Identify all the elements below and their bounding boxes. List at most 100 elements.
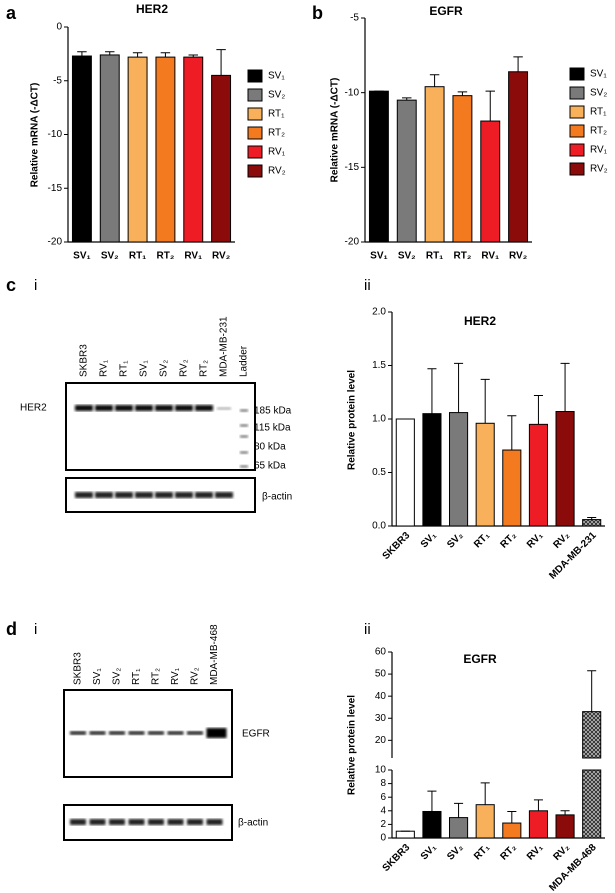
legend-swatch bbox=[569, 162, 585, 176]
blot-target: EGFR bbox=[242, 729, 270, 740]
error-bar bbox=[105, 51, 115, 55]
bar bbox=[449, 817, 469, 839]
y-tick-label: -15 bbox=[48, 183, 63, 194]
bar bbox=[71, 55, 92, 243]
x-tick-label: RT₁ bbox=[472, 842, 492, 862]
blot-frame bbox=[65, 382, 256, 471]
x-tick-label: RV₂ bbox=[509, 251, 527, 262]
x-tick-label: RV₂ bbox=[551, 842, 572, 863]
band bbox=[215, 492, 233, 498]
y-tick-label: 6 bbox=[380, 792, 386, 803]
lane-label: SV₁ bbox=[139, 360, 150, 377]
lane-label: Ladder bbox=[239, 345, 250, 377]
error-bar bbox=[587, 516, 597, 520]
error-bar bbox=[427, 790, 437, 812]
x-tick-label: MDA-MB-231 bbox=[547, 530, 599, 582]
bar bbox=[475, 804, 495, 839]
bar bbox=[502, 449, 522, 527]
legend-swatch bbox=[247, 145, 263, 159]
error-bar bbox=[533, 394, 543, 425]
x-tick-label: RV₂ bbox=[212, 251, 230, 262]
panel-sublabel: ii bbox=[364, 621, 371, 638]
band bbox=[148, 731, 164, 735]
y-tick-label: -15 bbox=[345, 162, 360, 173]
lane-label: SKBR3 bbox=[79, 344, 90, 377]
band bbox=[155, 405, 173, 411]
error-bar bbox=[427, 368, 437, 414]
band bbox=[167, 731, 184, 735]
x-tick-label: RV₂ bbox=[551, 530, 572, 551]
bar bbox=[582, 769, 602, 839]
legend-label: RV₁ bbox=[590, 145, 608, 156]
marker-label: 65 kDa bbox=[254, 461, 286, 472]
marker-label: 115 kDa bbox=[254, 423, 291, 434]
bar bbox=[127, 56, 148, 243]
chart-title: EGFR bbox=[429, 4, 463, 18]
error-bar bbox=[560, 810, 570, 815]
error-bar bbox=[480, 782, 490, 805]
x-tick-label: RT₂ bbox=[498, 530, 518, 550]
error-bar bbox=[160, 52, 171, 58]
legend-label: SV₁ bbox=[590, 69, 607, 80]
legend-label: RV₂ bbox=[268, 166, 286, 177]
y-axis-label: Relative protein level bbox=[347, 695, 358, 795]
legend-swatch bbox=[247, 69, 263, 83]
band bbox=[95, 405, 113, 411]
bar bbox=[424, 86, 445, 243]
x-tick-label: RT₁ bbox=[129, 251, 146, 262]
lane-label: SKBR3 bbox=[73, 652, 84, 685]
lane-label: RT₂ bbox=[151, 668, 162, 685]
error-bar bbox=[454, 362, 464, 413]
band bbox=[75, 405, 93, 411]
band bbox=[70, 819, 86, 825]
y-tick-label: -10 bbox=[345, 87, 360, 98]
band bbox=[128, 819, 145, 825]
bar bbox=[99, 54, 120, 243]
legend-label: RT₂ bbox=[590, 126, 607, 137]
bar bbox=[396, 99, 417, 243]
band bbox=[195, 492, 213, 498]
lane-label: RT₁ bbox=[131, 668, 142, 685]
y-tick-label: -20 bbox=[48, 237, 63, 248]
panel-sublabel: i bbox=[34, 277, 37, 294]
error-bar bbox=[429, 74, 440, 87]
x-tick-label: RT₂ bbox=[157, 251, 175, 262]
legend-label: SV₂ bbox=[590, 88, 607, 99]
legend-swatch bbox=[569, 105, 585, 119]
band bbox=[95, 492, 113, 498]
error-bar bbox=[457, 91, 468, 96]
x-tick-label: MDA-MB-468 bbox=[547, 842, 599, 893]
chart-title: EGFR bbox=[463, 652, 497, 666]
error-bar bbox=[77, 51, 87, 57]
legend-swatch bbox=[569, 67, 585, 81]
y-tick-label: 10 bbox=[375, 765, 387, 776]
band bbox=[175, 492, 193, 498]
band bbox=[89, 731, 106, 735]
bar bbox=[155, 56, 176, 243]
band bbox=[89, 819, 106, 825]
error-bar bbox=[485, 90, 495, 122]
blot-loading: β-actin bbox=[262, 492, 292, 503]
legend-label: RV₂ bbox=[590, 164, 608, 175]
x-tick-label: RT₁ bbox=[472, 530, 492, 550]
y-tick-label: -10 bbox=[48, 129, 63, 140]
x-tick-label: SV₁ bbox=[73, 251, 90, 262]
bar bbox=[449, 412, 469, 527]
error-bar bbox=[533, 799, 543, 811]
band bbox=[109, 731, 125, 735]
error-bar bbox=[513, 56, 523, 72]
bar bbox=[582, 519, 602, 527]
lane-label: MDA-MB-468 bbox=[209, 624, 220, 685]
x-tick-label: RT₂ bbox=[454, 251, 472, 262]
error-bar bbox=[480, 378, 490, 424]
bar bbox=[480, 120, 501, 243]
x-tick-label: SV₁ bbox=[419, 530, 439, 550]
band bbox=[135, 492, 153, 498]
lane-label: RV₁ bbox=[99, 359, 110, 377]
lane-label: RV₂ bbox=[190, 667, 201, 685]
bar bbox=[528, 423, 548, 527]
y-axis-label: Relative mRNA (-ΔCT) bbox=[30, 83, 41, 188]
legend-swatch bbox=[569, 124, 585, 138]
x-tick-label: SV₂ bbox=[101, 251, 119, 262]
x-tick-label: SKBR3 bbox=[381, 530, 413, 562]
